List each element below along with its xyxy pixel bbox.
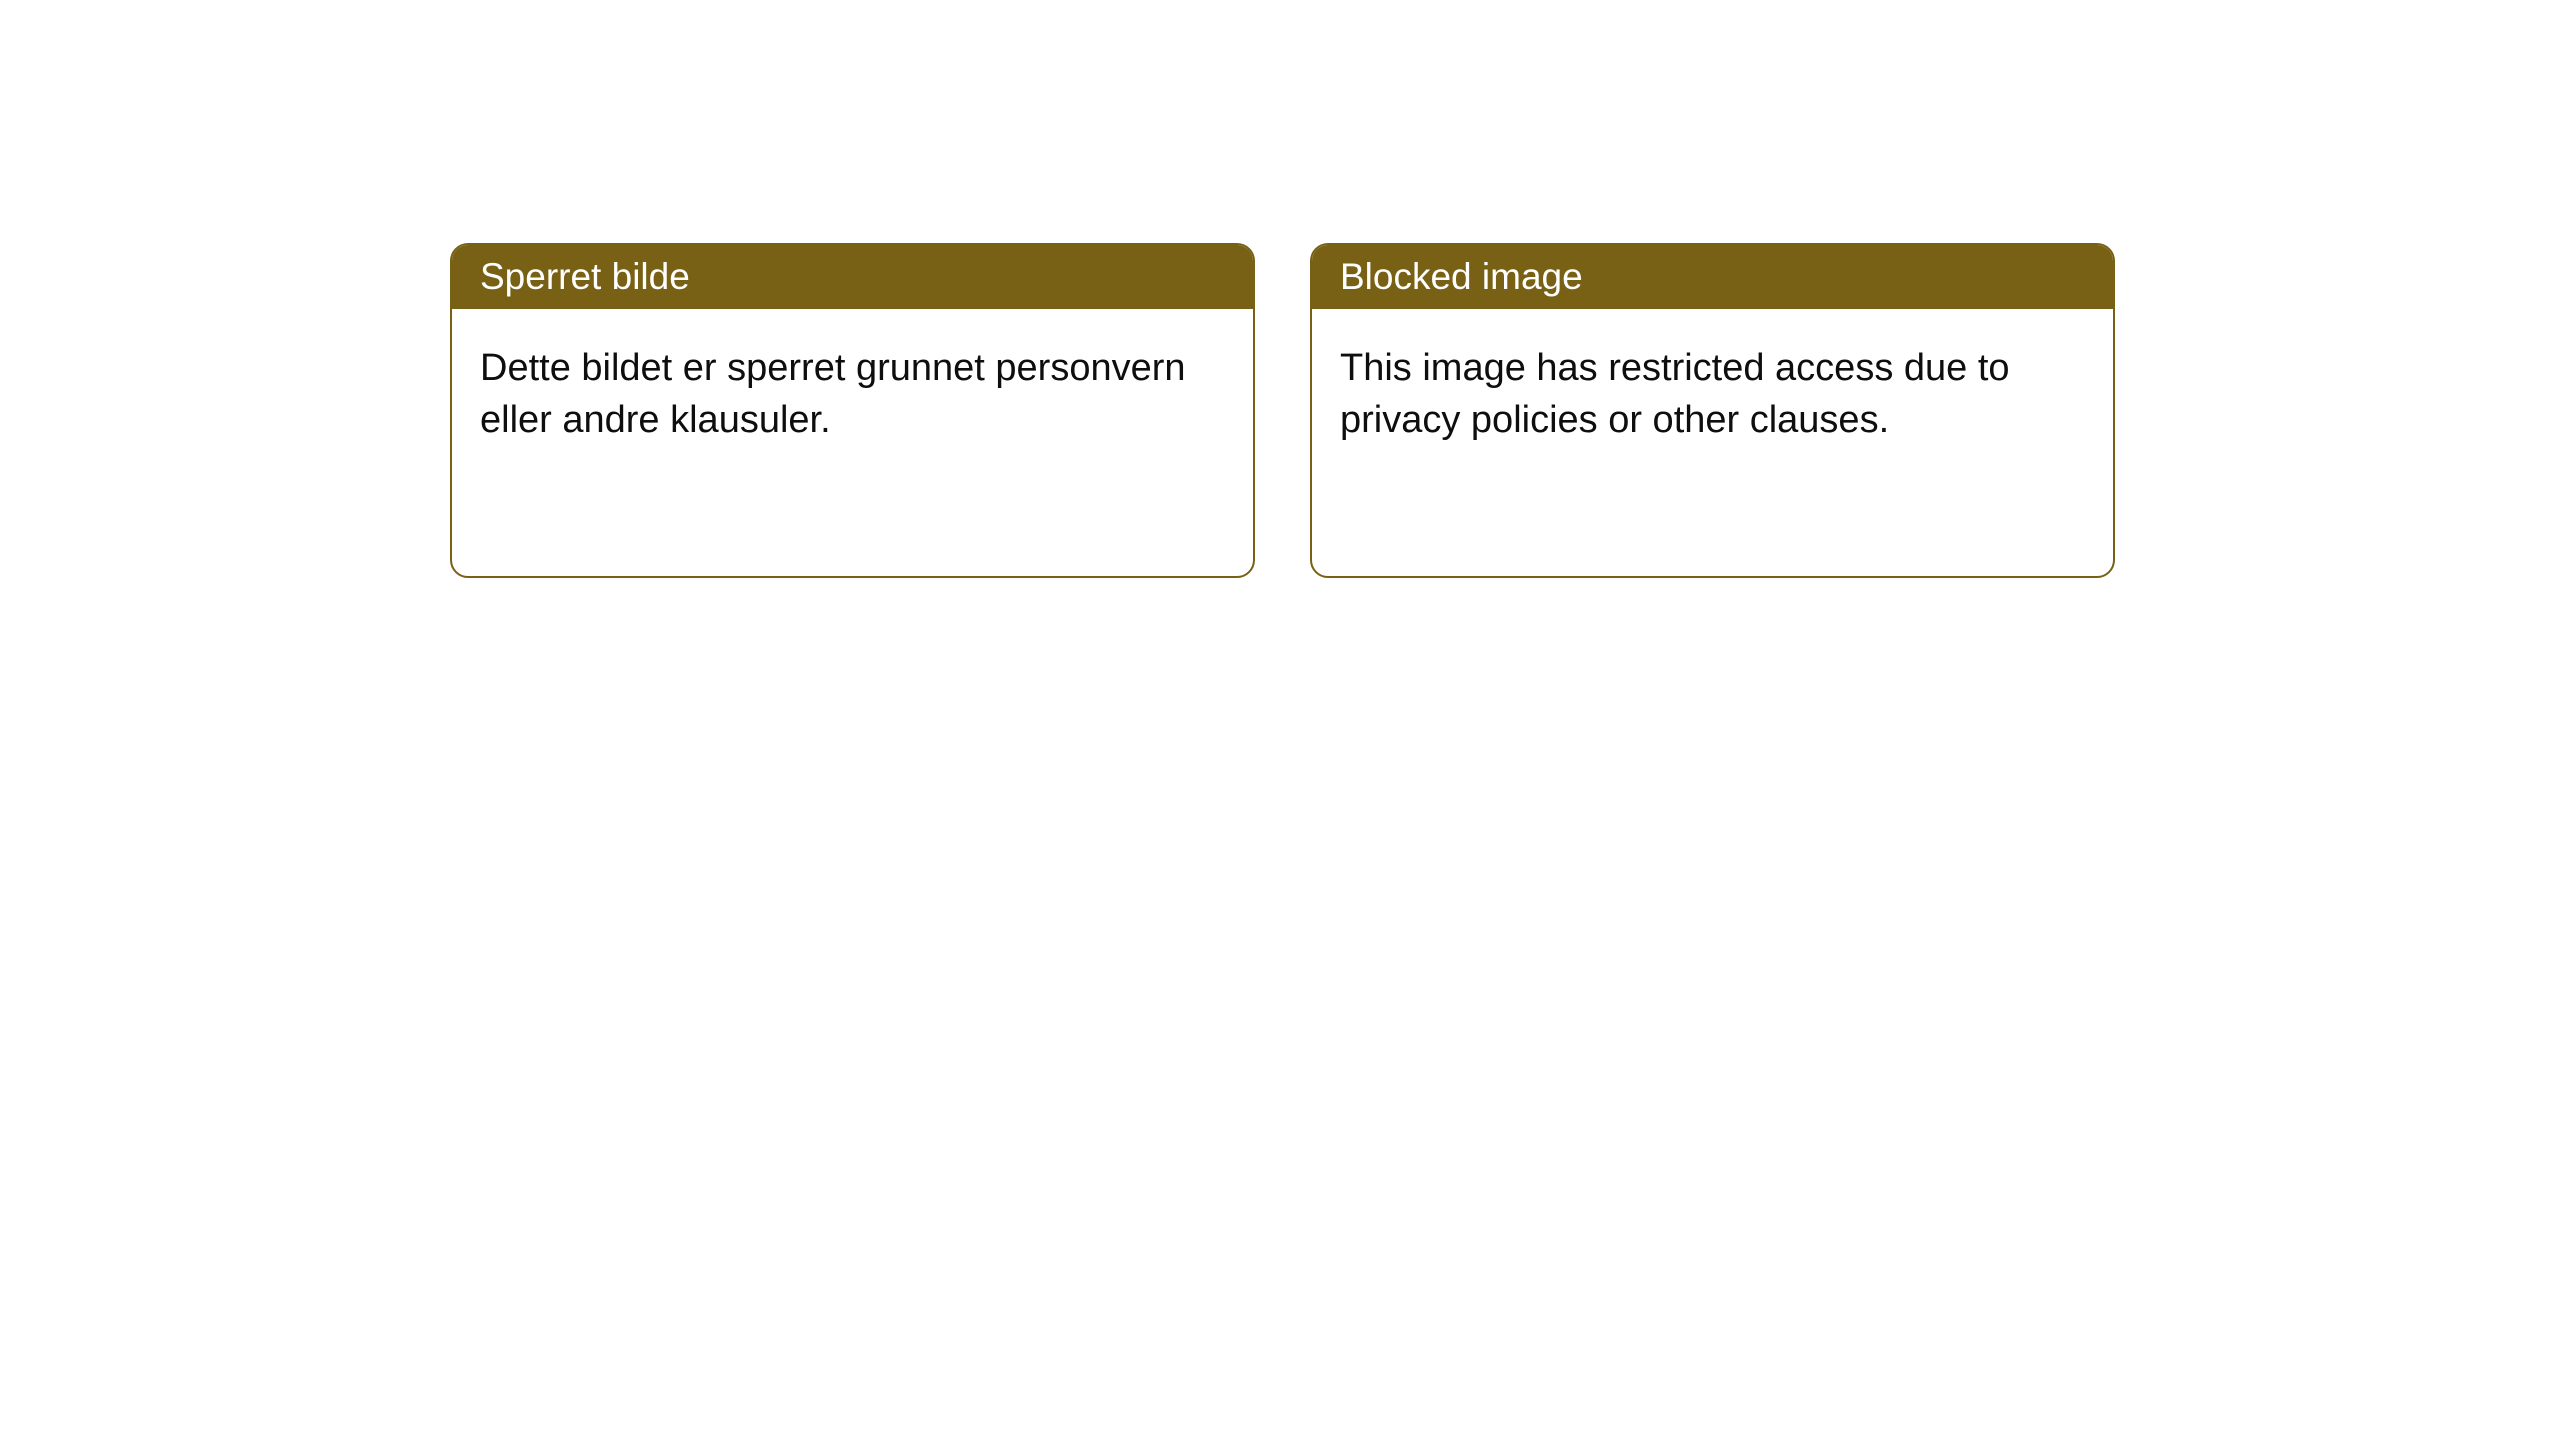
notice-header: Sperret bilde: [452, 245, 1253, 309]
notice-title: Blocked image: [1340, 256, 1583, 297]
notice-body-text: This image has restricted access due to …: [1340, 347, 2010, 440]
notice-header: Blocked image: [1312, 245, 2113, 309]
notice-title: Sperret bilde: [480, 256, 690, 297]
notice-body: Dette bildet er sperret grunnet personve…: [452, 309, 1253, 480]
notice-body: This image has restricted access due to …: [1312, 309, 2113, 480]
notice-card-english: Blocked image This image has restricted …: [1310, 243, 2115, 578]
notice-body-text: Dette bildet er sperret grunnet personve…: [480, 347, 1186, 440]
notice-card-norwegian: Sperret bilde Dette bildet er sperret gr…: [450, 243, 1255, 578]
notice-container: Sperret bilde Dette bildet er sperret gr…: [450, 243, 2115, 578]
